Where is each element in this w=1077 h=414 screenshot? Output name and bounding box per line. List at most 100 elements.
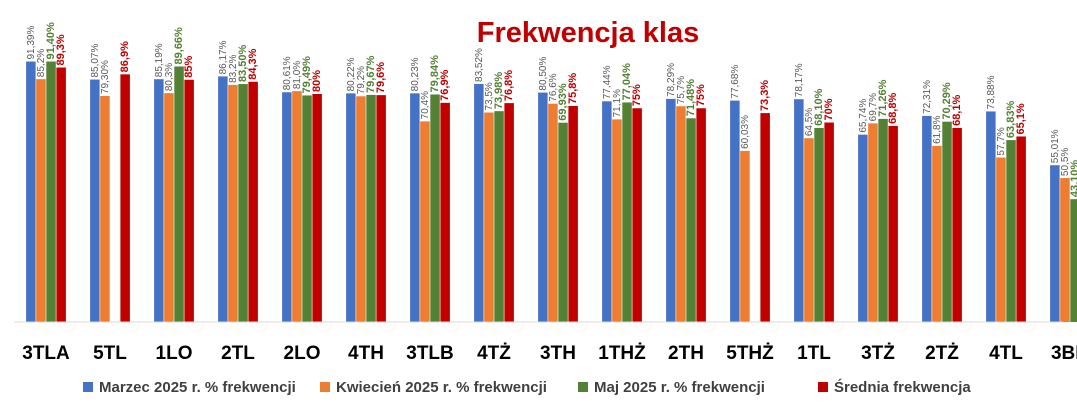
value-label-3TH-s2: 69,93% <box>557 83 569 121</box>
value-label-2LO-s3: 80% <box>311 70 323 92</box>
legend-swatch-s2 <box>578 382 588 392</box>
bar-3TH-s3 <box>568 105 578 322</box>
category-label-5THŻ: 5THŻ <box>726 343 774 364</box>
value-label-1THŻ-s1: 71,1% <box>612 89 623 117</box>
bar-2TH-s2 <box>686 118 696 322</box>
bar-1LO-s2 <box>174 66 184 322</box>
bar-2TŻ-s2 <box>942 121 952 322</box>
value-label-3BK-s2: 43,10% <box>1069 160 1077 198</box>
value-label-2TH-s0: 78,29% <box>666 63 677 97</box>
bar-4TH-s3 <box>376 95 386 322</box>
legend-swatch-s1 <box>320 382 330 392</box>
value-label-3TŻ-s2: 71,26% <box>877 79 889 117</box>
labels-layer: 91,39%85,2%91,40%89,3% 85,07% 79,30% 86,9% 8… <box>26 22 1077 197</box>
bar-2TL-s2 <box>238 84 248 322</box>
category-label-3BK: 3BK <box>1051 343 1077 364</box>
value-label-4TH-s3: 79,6% <box>375 62 387 93</box>
value-label-4TŻ-s0: 83,52% <box>474 48 485 82</box>
category-label-4TH: 4TH <box>348 343 384 364</box>
bar-2TŻ-s0 <box>922 115 932 322</box>
bar-4TŻ-s1 <box>484 112 494 322</box>
bar-4TŻ-s0 <box>474 83 484 322</box>
value-label-4TŻ-s3: 76,8% <box>503 70 515 101</box>
bar-3TLB-s1 <box>420 121 430 322</box>
value-label-1TL-s2: 68,10% <box>813 88 825 126</box>
bar-1THŻ-s3 <box>632 108 642 322</box>
bar-2TŻ-s1 <box>932 145 942 322</box>
value-label-4TL-s0: 73,88% <box>986 75 997 109</box>
value-label-1THŻ-s0: 77,44% <box>602 65 613 99</box>
value-label-4TŻ-s2: 73,98% <box>493 72 505 110</box>
bar-5THŻ-s3 <box>760 113 770 322</box>
value-label-5TL-s0: 85,07% <box>90 44 101 78</box>
value-label-1LO-s3: 85% <box>183 56 195 78</box>
category-label-4TŻ: 4TŻ <box>477 343 511 364</box>
bar-1LO-s0 <box>154 79 164 323</box>
value-label-2LO-s2: 79,49% <box>301 56 313 94</box>
value-label-5TL-s1: 79,30% <box>100 60 111 94</box>
bar-5THŻ-s0 <box>730 100 740 322</box>
value-label-2TL-s1: 83,2% <box>228 54 239 82</box>
bar-4TH-s0 <box>346 93 356 323</box>
bar-3TŻ-s0 <box>858 134 868 322</box>
value-label-1LO-s0: 85,19% <box>154 43 165 77</box>
value-label-4TL-s1: 57,7% <box>996 127 1007 155</box>
bar-3TŻ-s3 <box>888 125 898 322</box>
value-label-2TH-s3: 75% <box>695 84 707 106</box>
category-label-2TH: 2TH <box>668 343 704 364</box>
category-label-3TLB: 3TLB <box>406 343 454 364</box>
bar-3BK-s0 <box>1050 165 1060 322</box>
value-label-2TŻ-s0: 72,31% <box>922 80 933 114</box>
bar-3TLB-s0 <box>410 93 420 322</box>
bar-3TŻ-s2 <box>878 118 888 322</box>
category-label-2TL: 2TL <box>221 343 255 364</box>
bars-layer <box>26 61 1077 323</box>
value-label-4TŻ-s1: 73,5% <box>484 82 495 110</box>
value-label-1LO-s2: 89,66% <box>173 27 185 65</box>
value-label-3TLB-s3: 76,9% <box>439 69 451 100</box>
bar-1LO-s1 <box>164 93 174 323</box>
bar-3TLA-s2 <box>46 61 56 322</box>
bar-4TL-s2 <box>1006 140 1016 322</box>
legend-label-s3: Średnia frekwencja <box>834 378 971 396</box>
value-label-2LO-s1: 81,0% <box>292 61 303 89</box>
category-label-3TH: 3TH <box>540 343 576 364</box>
bar-1TL-s0 <box>794 99 804 322</box>
bar-4TL-s1 <box>996 157 1006 322</box>
legend-swatch-s0 <box>83 382 93 392</box>
bar-4TŻ-s2 <box>494 111 504 322</box>
value-label-1LO-s1: 80,3% <box>164 63 175 91</box>
bar-3BK-s1 <box>1060 178 1070 322</box>
category-label-5TL: 5TL <box>93 343 127 364</box>
value-label-2TL-s2: 83,50% <box>237 45 249 83</box>
value-label-1TL-s3: 70% <box>823 98 835 120</box>
bar-1TL-s3 <box>824 122 834 322</box>
value-label-5THŻ-s1: 60,03% <box>740 115 751 149</box>
value-label-2TH-s2: 71,48% <box>685 79 697 117</box>
bar-4TH-s2 <box>366 94 376 322</box>
bar-3TH-s2 <box>558 122 568 322</box>
bar-3TŻ-s1 <box>868 123 878 322</box>
bar-3TLA-s0 <box>26 61 36 322</box>
value-label-1TL-s0: 78,17% <box>794 63 805 97</box>
category-label-2TŻ: 2TŻ <box>925 343 959 364</box>
bar-5TL-s1 <box>100 96 110 322</box>
value-label-2TŻ-s3: 68,1% <box>951 95 963 126</box>
value-label-4TL-s3: 65,1% <box>1015 103 1027 134</box>
value-label-1TL-s1: 64,5% <box>804 108 815 136</box>
value-label-5TL-s3: 86,9% <box>119 41 131 72</box>
bar-3TLB-s2 <box>430 94 440 323</box>
value-label-3TLB-s2: 79,84% <box>429 55 441 93</box>
bar-2TH-s1 <box>676 106 686 322</box>
legend-swatch-s3 <box>818 382 828 392</box>
value-label-4TH-s2: 79,67% <box>365 55 377 93</box>
category-label-3TŻ: 3TŻ <box>861 343 895 364</box>
value-label-5THŻ-s0: 77,68% <box>730 65 741 99</box>
category-label-1THŻ: 1THŻ <box>598 343 646 364</box>
legend-label-s1: Kwiecień 2025 r. % frekwencji <box>336 379 547 396</box>
bar-1THŻ-s1 <box>612 119 622 323</box>
bar-1TL-s2 <box>814 127 824 322</box>
bar-3BK-s2 <box>1070 199 1077 322</box>
bar-1THŻ-s0 <box>602 101 612 322</box>
